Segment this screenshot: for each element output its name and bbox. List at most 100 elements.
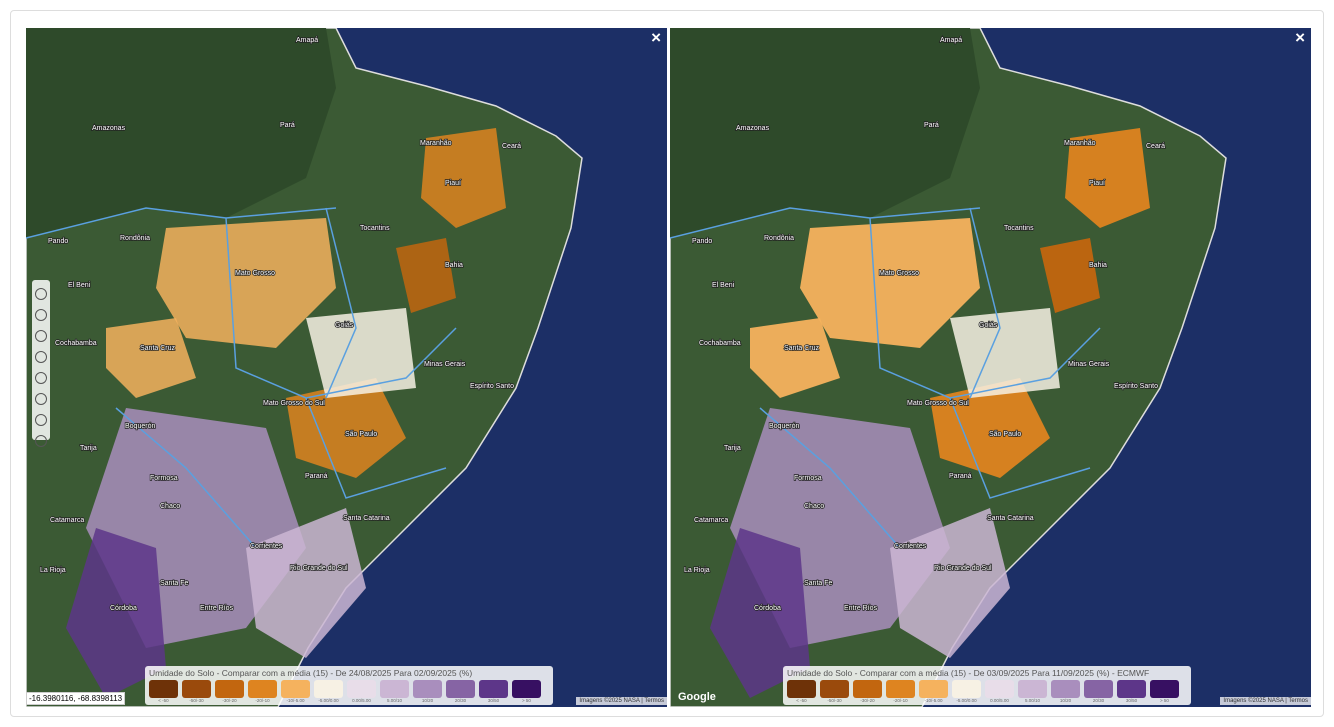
map-label: Cochabamba [55,340,97,347]
moisture-region [286,378,406,478]
legend: Umidade do Solo - Comparar com a média (… [783,666,1191,705]
moisture-region [1040,238,1100,313]
map-panel[interactable]: Amapá Amazonas Pará Maranhão Piauí Ceará Rondô… [670,28,1311,707]
google-logo: Google [678,691,716,703]
moisture-region [1065,128,1150,228]
map-label: Corrientes [894,543,927,550]
legend-title: Umidade do Solo - Comparar com a média (… [149,668,473,678]
tool-button[interactable] [35,435,47,447]
legend-class: > 50 [512,680,541,703]
frame [10,10,1324,717]
forest [670,28,980,238]
boundary [670,207,981,239]
legend-label: -5.00/0.00 [956,698,977,703]
map-label: Santa Catarina [987,515,1034,522]
map-label: Bahia [445,262,463,269]
tool-button[interactable] [35,393,47,405]
terms-link[interactable]: Termos [1288,698,1308,704]
map-label: Piauí [445,180,461,187]
close-button[interactable]: × [651,28,661,47]
map-label: Mato Grosso [879,270,919,277]
map-label: Espírito Santo [470,383,514,390]
map-label: Tarija [80,445,97,452]
map-label: Santa Cruz [784,345,820,352]
map-label: Córdoba [110,605,137,612]
legend-swatch [820,680,849,698]
legend-label: > 50 [1160,698,1169,703]
moisture-region [66,528,166,698]
legend-label: 0.00/5.00 [352,698,371,703]
map-label: Rio Grande do Sul [934,565,992,572]
moisture-region [710,528,810,698]
boundary [26,207,337,239]
map-label: Goiás [335,322,354,329]
legend-class: 0.00/5.00 [347,680,376,703]
legend-label: -20/-10 [893,698,908,703]
legend-class: 5.00/10 [1018,680,1047,703]
map-label: Catamarca [50,517,84,524]
legend-class: 10/20 [1051,680,1080,703]
legend-class: < -50 [787,680,816,703]
legend-label: 0.00/5.00 [990,698,1009,703]
legend-swatch [182,680,211,698]
moisture-region [106,318,196,398]
forest [26,28,336,238]
legend-class: < -50 [149,680,178,703]
map-label: Minas Gerais [424,361,466,368]
tool-button[interactable] [35,309,47,321]
legend-swatch [1117,680,1146,698]
attribution: Imagens ©2025 NASA | Termos [576,697,667,705]
moisture-region [750,318,840,398]
map-label: Pará [924,122,939,129]
legend-label: -30/-20 [222,698,237,703]
tool-button[interactable] [35,288,47,300]
legend-label: -5.00/0.00 [318,698,339,703]
attribution-text: Imagens ©2025 NASA [1223,698,1284,704]
legend-class: -20/-10 [248,680,277,703]
moisture-region [306,308,416,398]
legend-label: 5.00/10 [386,698,402,703]
legend-swatch [347,680,376,698]
map-label: Mato Grosso do Sul [263,400,325,407]
map-panel[interactable]: Amapá Amazonas Pará Maranhão Piauí Ceará Rondô… [26,28,667,707]
moisture-region [930,378,1050,478]
map-label: Santa Catarina [343,515,390,522]
legend-swatch [248,680,277,698]
legend-label: -20/-10 [255,698,270,703]
legend-class: > 50 [1150,680,1179,703]
moisture-region [421,128,506,228]
legend-label: -50/-30 [189,698,204,703]
legend-row: < -50 -50/-30 -30/-20 -20/-10 -10/-5.00 -5.00… [149,680,549,703]
legend-label: 5.00/10 [1024,698,1040,703]
legend-class: 10/20 [413,680,442,703]
map-label: Boquerón [769,423,799,430]
map-label: Minas Gerais [1068,361,1110,368]
map-label: La Rioja [40,567,66,574]
legend: Umidade do Solo - Comparar com a média (… [145,666,553,705]
map-label: Cochabamba [699,340,741,347]
separator: | [1283,698,1289,704]
legend-swatch [215,680,244,698]
legend-swatch [512,680,541,698]
tool-button[interactable] [35,351,47,363]
map-label: Entre Ríos [200,605,234,612]
map-label: Amazonas [736,125,770,132]
legend-label: -30/-20 [860,698,875,703]
map-label: Ceará [1146,143,1165,150]
tool-button[interactable] [35,414,47,426]
close-button[interactable]: × [1295,28,1305,47]
map-label: La Rioja [684,567,710,574]
legend-label: 20/30 [1092,698,1105,703]
terms-link[interactable]: Termos [644,698,664,704]
legend-swatch [1018,680,1047,698]
map-label: Maranhão [420,140,452,147]
map-label: Amazonas [92,125,126,132]
map-label: Tarija [724,445,741,452]
legend-swatch [1051,680,1080,698]
tool-button[interactable] [35,330,47,342]
boundary [115,407,257,549]
tool-button[interactable] [35,372,47,384]
map-label: Mato Grosso do Sul [907,400,969,407]
map-label: El Beni [712,282,735,289]
map-label: El Beni [68,282,91,289]
